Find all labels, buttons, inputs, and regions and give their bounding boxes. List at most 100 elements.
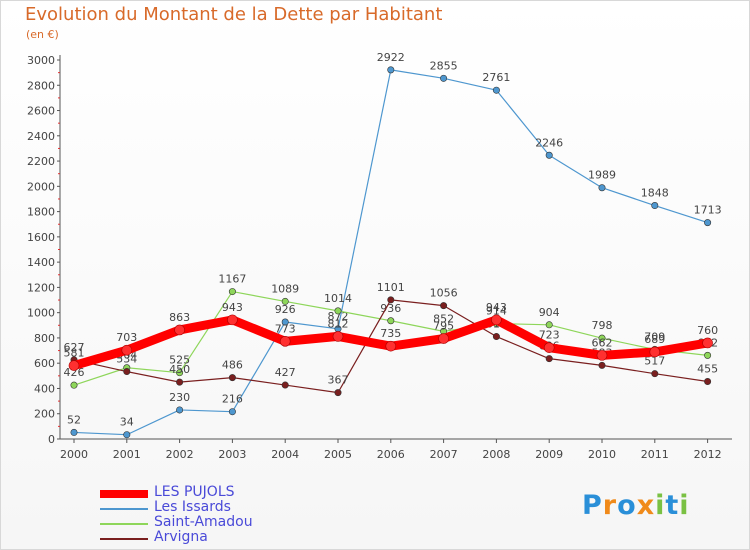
data-point-les-issards-2008	[492, 86, 500, 94]
data-label-arvigna-2011: 517	[644, 355, 665, 368]
legend-item-arvigna: Arvigna	[100, 529, 320, 546]
legend-label-les-issards: Les Issards	[154, 499, 231, 515]
y-tick-label-1: 200	[34, 408, 55, 421]
data-label-les-issards-2004: 926	[275, 303, 296, 316]
data-point-saint-amadou-2005	[334, 307, 342, 315]
data-point-arvigna-2008	[492, 333, 500, 341]
y-tick-label-2: 400	[34, 382, 55, 395]
y-tick-label-12: 2400	[27, 130, 55, 143]
logo-letter-2: o	[617, 490, 637, 521]
x-tick-label-3: 2003	[218, 448, 246, 461]
y-tick-label-10: 2000	[27, 180, 55, 193]
data-label-arvigna-2004: 427	[275, 366, 296, 379]
data-label-les-issards-2003: 216	[222, 393, 243, 406]
data-label-les-pujols-2007: 795	[433, 320, 454, 333]
logo-letter-0: P	[582, 490, 603, 521]
data-point-les-pujols-2003	[227, 314, 238, 326]
data-point-les-issards-2000	[70, 428, 78, 436]
legend-swatch-les-pujols	[100, 490, 148, 498]
legend-swatch-arvigna	[100, 538, 148, 540]
data-label-les-pujols-2004: 773	[275, 322, 296, 335]
y-tick-label-8: 1600	[27, 231, 55, 244]
data-label-les-pujols-2001: 703	[116, 331, 137, 344]
x-tick-label-1: 2001	[113, 448, 141, 461]
data-point-les-pujols-2004	[279, 336, 291, 347]
y-tick-label-6: 1200	[27, 281, 55, 294]
data-point-les-pujols-2010	[596, 350, 608, 361]
data-label-saint-amadou-2007: 852	[433, 312, 454, 325]
y-tick-label-11: 2200	[27, 155, 55, 168]
x-tick-label-5: 2005	[324, 448, 352, 461]
proxiti-logo: Proxiti	[582, 490, 690, 521]
data-label-les-issards-2000: 52	[67, 413, 81, 426]
x-tick-label-6: 2006	[377, 448, 405, 461]
data-label-les-pujols-2008: 943	[486, 301, 507, 314]
legend-label-saint-amadou: Saint-Amadou	[154, 514, 253, 530]
y-tick-label-3: 600	[34, 357, 55, 370]
legend-swatch-les-issards	[100, 508, 148, 510]
data-label-les-issards-2011: 1848	[641, 187, 669, 200]
data-label-les-pujols-2012: 760	[697, 324, 718, 337]
data-point-les-issards-2003	[228, 408, 236, 416]
data-label-les-issards-2006: 2922	[377, 51, 405, 64]
x-tick-label-10: 2010	[588, 448, 616, 461]
data-point-les-pujols-2008	[491, 314, 502, 326]
chart-title: Evolution du Montant de la Dette par Hab…	[25, 4, 443, 25]
x-tick-label-7: 2007	[430, 448, 458, 461]
x-tick-label-12: 2012	[694, 448, 722, 461]
legend-item-saint-amadou: Saint-Amadou	[100, 514, 320, 531]
x-tick-label-4: 2004	[271, 448, 299, 461]
data-point-arvigna-2012	[704, 378, 712, 386]
data-label-les-issards-2009: 2246	[535, 136, 563, 149]
chart-subtitle: (en €)	[26, 28, 59, 41]
data-point-les-pujols-2012	[702, 337, 713, 349]
data-point-les-issards-2010	[598, 184, 606, 192]
data-point-arvigna-2002	[176, 378, 184, 386]
data-point-arvigna-2001	[123, 368, 131, 376]
data-point-les-pujols-2007	[438, 333, 449, 344]
data-label-les-pujols-2005: 812	[328, 317, 349, 330]
data-label-les-issards-2007: 2855	[430, 59, 458, 72]
data-point-les-issards-2006	[387, 66, 395, 74]
legend-label-arvigna: Arvigna	[154, 529, 208, 545]
data-label-arvigna-2003: 486	[222, 359, 243, 372]
logo-letter-5: t	[665, 490, 680, 521]
data-label-arvigna-2007: 1056	[430, 287, 458, 300]
data-point-les-issards-2004	[281, 318, 289, 326]
data-label-les-issards-2005: 872	[328, 310, 349, 323]
y-tick-label-0: 0	[48, 433, 55, 446]
data-point-les-issards-2011	[651, 202, 659, 210]
data-label-arvigna-2006: 1101	[377, 281, 405, 294]
data-point-les-pujols-2000	[68, 360, 80, 371]
data-point-les-issards-2007	[440, 74, 448, 82]
x-tick-label-2: 2002	[166, 448, 194, 461]
data-label-arvigna-2012: 455	[697, 363, 718, 376]
data-label-arvigna-2002: 450	[169, 363, 190, 376]
data-label-arvigna-2005: 367	[328, 374, 349, 387]
data-label-les-issards-2012: 1713	[694, 204, 722, 217]
data-point-saint-amadou-2010	[598, 334, 606, 342]
data-label-saint-amadou-2005: 1014	[324, 292, 352, 305]
data-label-saint-amadou-2008: 914	[486, 305, 507, 318]
y-tick-label-7: 1400	[27, 256, 55, 269]
data-point-arvigna-2004	[281, 381, 289, 389]
y-tick-label-9: 1800	[27, 206, 55, 219]
data-label-les-pujols-2010: 662	[592, 336, 613, 349]
data-label-saint-amadou-2004: 1089	[271, 282, 299, 295]
data-point-saint-amadou-2006	[387, 317, 395, 325]
legend-swatch-saint-amadou	[100, 523, 148, 525]
data-point-arvigna-2011	[651, 370, 659, 378]
x-tick-label-9: 2009	[535, 448, 563, 461]
data-label-les-pujols-2009: 723	[539, 329, 560, 342]
data-label-les-issards-2001: 34	[120, 416, 134, 429]
data-point-saint-amadou-2009	[545, 321, 553, 329]
data-label-saint-amadou-2009: 904	[539, 306, 560, 319]
data-point-arvigna-2010	[598, 361, 606, 369]
data-point-les-issards-2001	[123, 431, 131, 439]
data-label-les-pujols-2003: 943	[222, 301, 243, 314]
data-label-les-pujols-2002: 863	[169, 311, 190, 324]
y-tick-label-14: 2800	[27, 79, 55, 92]
y-tick-label-15: 3000	[27, 54, 55, 67]
legend-label-les-pujols: LES PUJOLS	[154, 484, 235, 500]
